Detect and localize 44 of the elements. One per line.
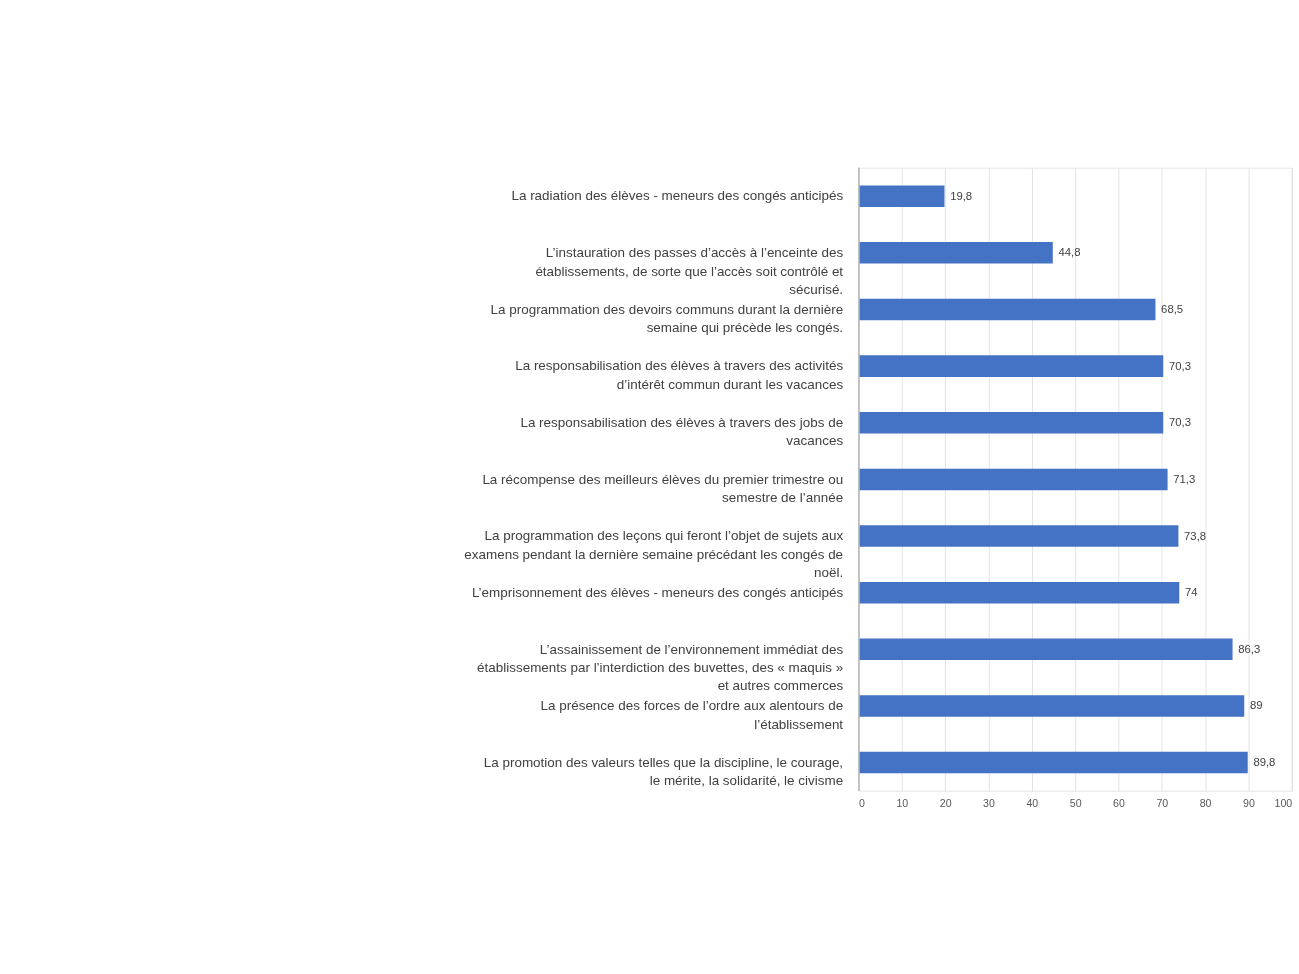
x-tick-label: 10 — [896, 796, 909, 809]
x-tick-label: 70 — [1156, 796, 1169, 809]
data-label: 70,3 — [1168, 359, 1191, 372]
data-label: 70,3 — [1168, 416, 1191, 429]
bar — [858, 751, 1248, 774]
y-tick-label: L’instauration des passes d’accès à l’enceinte des établissements, de sorte que l’accès soit contrôlé et sécurisé. — [535, 245, 844, 297]
x-tick-label: 80 — [1199, 796, 1212, 809]
data-label: 71,3 — [1173, 472, 1196, 485]
x-tick-label: 30 — [983, 796, 995, 809]
bar — [858, 695, 1245, 717]
data-label: 89,8 — [1253, 756, 1276, 769]
bar — [858, 468, 1168, 491]
x-tick-label: 40 — [1026, 796, 1039, 809]
data-label: 44,8 — [1058, 246, 1081, 259]
y-tick-label: L’emprisonnement des élèves - meneurs des congés anticipés — [471, 584, 844, 600]
y-tick-label: La promotion des valeurs telles que la discipline, le courage, le mérite, la solidarité, le civisme — [483, 754, 844, 789]
bar — [858, 298, 1156, 321]
bar — [858, 581, 1180, 604]
data-label: 89 — [1249, 699, 1263, 712]
bar — [858, 638, 1233, 661]
y-tick-label: La présence des forces de l’ordre aux alentours de l’établissement — [540, 698, 844, 732]
bar — [858, 242, 1053, 264]
x-tick-label: 90 — [1243, 796, 1255, 809]
data-label: 19,8 — [950, 189, 973, 202]
y-tick-label: L’assainissement de l’environnement immédiat des établissements par l’interdiction des buvettes, des « maquis » et autres commerces — [477, 641, 844, 694]
x-tick-label: 0 — [859, 796, 866, 809]
data-label: 74 — [1184, 586, 1198, 599]
x-tick-label: 20 — [939, 796, 952, 809]
bar — [858, 525, 1179, 547]
bar — [858, 185, 945, 207]
y-tick-label: La radiation des élèves - meneurs des congés anticipés — [511, 188, 844, 204]
y-tick-label: La récompense des meilleurs élèves du premier trimestre ou semestre de l’année — [482, 471, 844, 506]
x-tick-label: 50 — [1069, 796, 1082, 809]
y-tick-label: La responsabilisation des élèves à travers des jobs de vacances — [520, 415, 844, 449]
bar — [858, 355, 1164, 377]
x-tick-label: 60 — [1113, 796, 1125, 809]
y-tick-label: La responsabilisation des élèves à travers des activités d’intérêt commun durant les vacances — [515, 358, 844, 392]
data-label: 86,3 — [1238, 642, 1261, 655]
data-label: 73,8 — [1184, 529, 1207, 542]
x-tick-label: 100 — [1274, 796, 1293, 809]
y-tick-label: La programmation des devoirs communs durant la dernière semaine qui précède les congés. — [490, 301, 844, 336]
y-tick-label: La programmation des leçons qui feront l’objet de sujets aux examens pendant la dernière semaine précédant les congés de noël. — [464, 528, 844, 581]
data-label: 68,5 — [1161, 303, 1184, 316]
bar — [858, 412, 1164, 434]
